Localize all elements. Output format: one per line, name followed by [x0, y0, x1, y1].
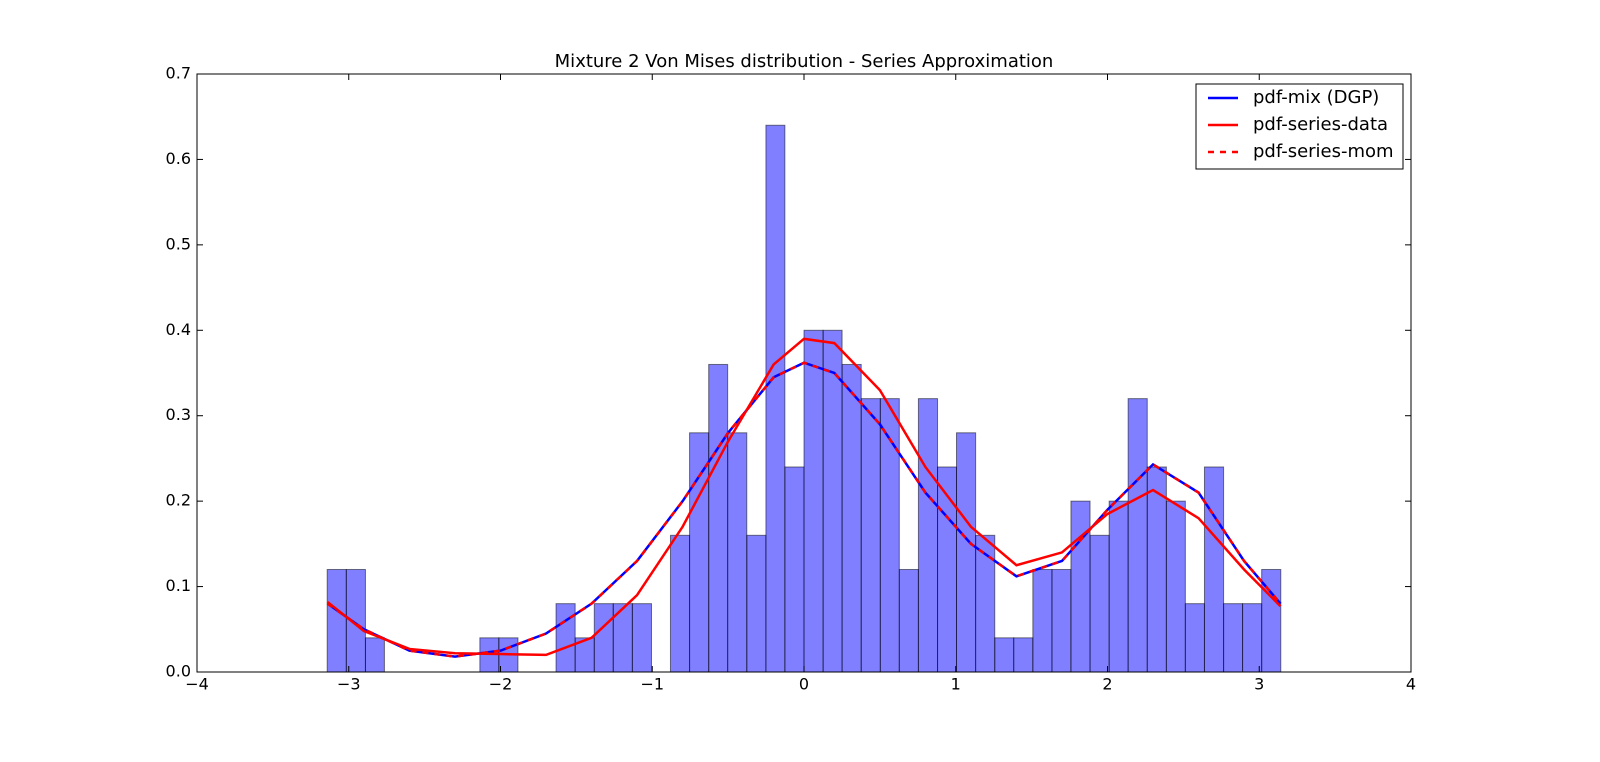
histogram-bar [708, 363, 729, 673]
histogram-bar [1032, 568, 1053, 673]
histogram-bar [364, 637, 385, 673]
x-tick-label: −4 [185, 675, 209, 694]
x-tick-label: 3 [1254, 675, 1264, 694]
legend: pdf-mix (DGP) pdf-series-data pdf-series-m… [1195, 83, 1404, 170]
histogram-bar [1223, 603, 1244, 673]
histogram-bar [975, 534, 996, 673]
legend-label: pdf-mix (DGP) [1253, 87, 1379, 108]
histogram-bar [784, 466, 805, 673]
histogram-bar [917, 398, 939, 673]
histogram-bar [746, 534, 767, 673]
histogram-bar [326, 568, 347, 673]
histogram-bar [956, 432, 977, 673]
histogram-bar [1184, 603, 1205, 673]
y-tick-label: 0.1 [166, 576, 191, 595]
chart-title: Mixture 2 Von Mises distribution - Serie… [555, 51, 1054, 72]
series-line [326, 361, 1282, 658]
y-tick-label: 0.6 [166, 149, 191, 168]
histogram-bar [765, 124, 786, 673]
x-tick-label: −1 [640, 675, 664, 694]
x-tick-label: −3 [337, 675, 361, 694]
x-tick-label: 0 [799, 675, 809, 694]
y-tick-label: 0.4 [166, 320, 191, 339]
histogram-bar [555, 603, 576, 673]
x-tick-label: 1 [951, 675, 961, 694]
y-tick-label: 0.2 [166, 491, 191, 510]
histogram-bar [669, 534, 691, 673]
histogram-bar [1108, 500, 1129, 673]
histogram-bar [860, 398, 881, 673]
x-tick-label: 2 [1102, 675, 1112, 694]
histogram-bar [898, 568, 919, 673]
histogram-bar [1070, 500, 1091, 673]
histogram-bar [593, 603, 614, 673]
histogram-bar [727, 432, 748, 673]
x-tick-label: −2 [489, 675, 513, 694]
histogram-bar [822, 329, 843, 673]
y-tick-label: 0.5 [166, 234, 191, 253]
histogram-bar [1051, 568, 1072, 673]
y-tick-label: 0.3 [166, 405, 191, 424]
histogram-bar [994, 637, 1015, 673]
histogram-bar [1013, 637, 1034, 673]
histogram-bar [803, 329, 824, 673]
histogram-bar [1127, 398, 1148, 673]
y-tick-label: 0.0 [166, 662, 191, 681]
histogram-bar [937, 466, 958, 673]
legend-label: pdf-series-mom [1253, 141, 1394, 162]
histogram-bar [1165, 500, 1186, 673]
legend-label: pdf-series-data [1253, 114, 1388, 135]
histogram-bar [1089, 534, 1110, 673]
x-tick-label: 4 [1406, 675, 1416, 694]
y-tick-label: 0.7 [166, 64, 191, 83]
histogram-bar [841, 363, 862, 673]
histogram-bar [1242, 603, 1263, 673]
histogram-bar [689, 432, 710, 673]
histogram-bar [631, 603, 652, 673]
histogram-bar [1203, 466, 1225, 673]
